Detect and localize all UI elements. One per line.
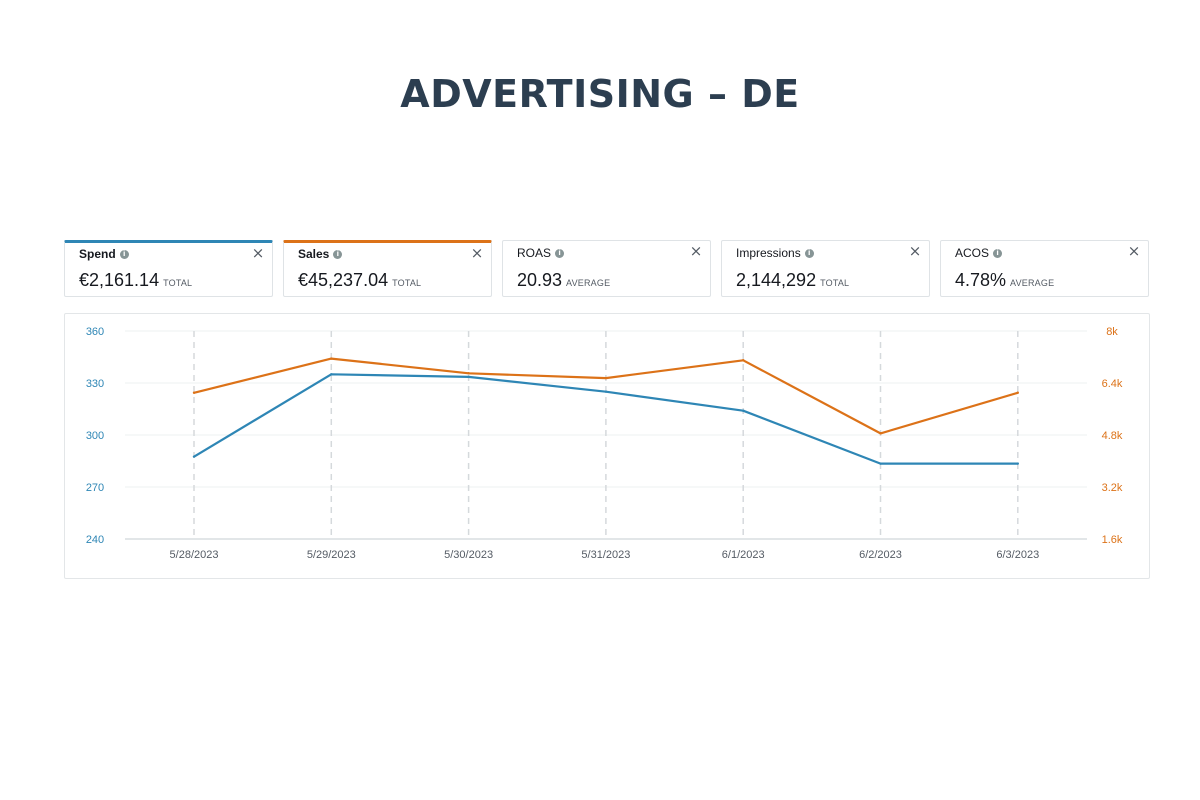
x-tick-label: 6/1/2023 [722,549,765,561]
metric-card-impressions[interactable]: Impressions i × 2,144,292 TOTAL [721,240,930,297]
data-point-sales [467,372,470,375]
info-icon[interactable]: i [993,248,1003,258]
x-tick-label: 5/31/2023 [581,549,630,561]
data-point-sales [1016,391,1019,394]
y-tick-label-left: 330 [86,378,104,390]
y-tick-label-right: 6.4k [1102,378,1123,390]
metric-value-text: 4.78% [955,270,1007,290]
y-tick-label-right: 4.8k [1102,430,1123,442]
y-tick-label-right: 8k [1106,326,1118,338]
data-point-spend [192,455,196,458]
y-tick-label-right: 3.2k [1102,482,1123,494]
metric-value-text: 2,144,292 [736,270,817,290]
x-tick-label: 6/2/2023 [859,549,902,561]
x-tick-label: 5/30/2023 [444,549,493,561]
metric-value: 2,144,292 TOTAL [736,270,849,291]
line-chart: 240 1.6k 270 3.2k 300 4.8k 330 6.4k 360 8k 5/28/20… [86,326,1123,561]
metric-aggregation: AVERAGE [566,278,611,288]
close-icon[interactable]: × [689,242,703,260]
metric-card-spend[interactable]: Spend i × €2,161.14 TOTAL [64,240,273,297]
metric-aggregation: TOTAL [820,278,850,288]
metric-card-roas[interactable]: ROAS i × 20.93 AVERAGE [502,240,711,297]
data-point-spend [879,462,882,465]
metric-card-acos[interactable]: ACOS i × 4.78% AVERAGE [940,240,1149,297]
metric-value: €2,161.14 TOTAL [79,270,192,291]
metric-aggregation: AVERAGE [1010,278,1055,288]
data-point-sales [604,376,608,380]
x-tick-label: 5/28/2023 [170,549,219,561]
metric-name: Sales i [298,247,343,261]
metric-label: ACOS [955,246,990,260]
info-icon[interactable]: i [333,249,343,259]
x-tick-label: 6/3/2023 [996,549,1039,561]
data-point-spend [742,409,745,412]
metric-value: 4.78% AVERAGE [955,270,1054,291]
data-point-sales [330,357,333,360]
info-icon[interactable]: i [119,249,129,259]
close-icon[interactable]: × [251,244,265,262]
metric-name: Impressions i [736,246,814,260]
data-point-spend [467,375,470,379]
metric-label: ROAS [517,246,552,260]
info-icon[interactable]: i [804,248,814,258]
metric-cards: Spend i × €2,161.14 TOTAL Sales i × €45,237… [64,240,1150,298]
metric-value: 20.93 AVERAGE [517,270,610,291]
metric-aggregation: TOTAL [163,278,193,288]
metric-name: Spend i [79,247,129,261]
close-icon[interactable]: × [470,244,484,262]
y-tick-label-left: 300 [86,430,104,442]
metric-name: ACOS i [955,246,1003,260]
chart-panel: 240 1.6k 270 3.2k 300 4.8k 330 6.4k 360 8k 5/28/20… [64,313,1150,579]
metric-label: Impressions [736,246,801,260]
data-point-sales [879,432,882,435]
y-tick-label-left: 360 [86,326,104,338]
y-tick-label-left: 270 [86,482,104,494]
metric-aggregation: TOTAL [392,278,422,288]
data-point-spend [1016,462,1019,465]
y-tick-label-left: 240 [86,534,104,546]
metric-name: ROAS i [517,246,565,260]
metric-label: Spend [79,247,116,261]
data-point-sales [742,359,745,362]
data-point-spend [604,390,608,393]
page-title: ADVERTISING – DE [400,72,800,116]
close-icon[interactable]: × [908,242,922,260]
y-tick-label-right: 1.6k [1102,534,1123,546]
x-tick-label: 5/29/2023 [307,549,356,561]
metric-value-text: €45,237.04 [298,270,389,290]
close-icon[interactable]: × [1127,242,1141,260]
info-icon[interactable]: i [555,248,565,258]
metric-value-text: €2,161.14 [79,270,160,290]
data-point-sales [192,391,196,394]
metric-value: €45,237.04 TOTAL [298,270,421,291]
metric-value-text: 20.93 [517,270,563,290]
data-point-spend [330,373,333,376]
metric-card-sales[interactable]: Sales i × €45,237.04 TOTAL [283,240,492,297]
metric-label: Sales [298,247,330,261]
